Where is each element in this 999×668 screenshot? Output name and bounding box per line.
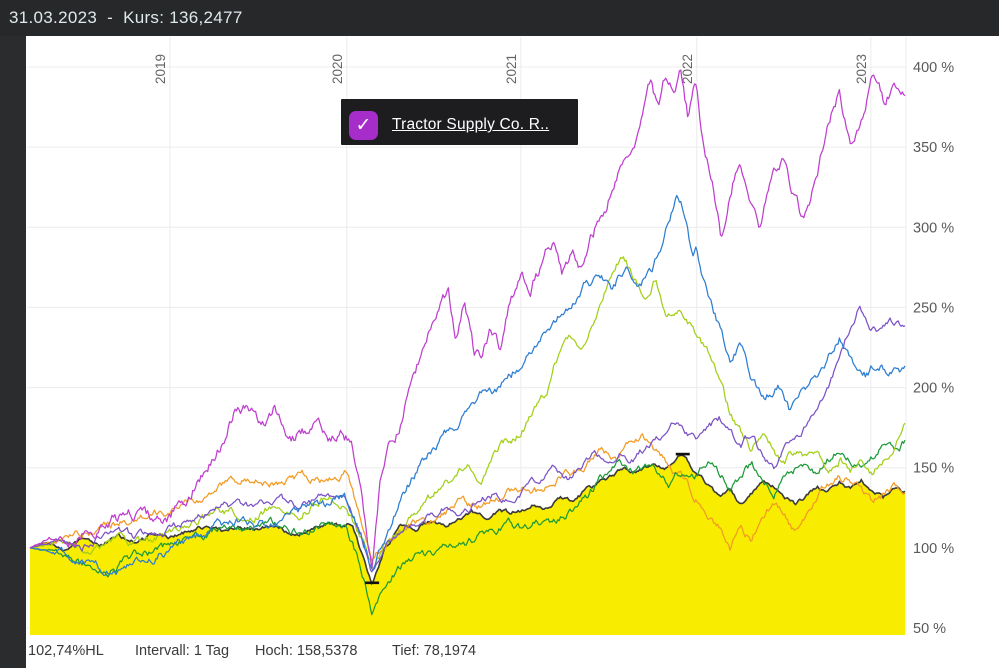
checkmark-icon: ✓ [355, 114, 372, 136]
instrument-checkbox[interactable]: ✓ [349, 110, 378, 140]
x-axis-year-label: 2023 [854, 54, 869, 84]
chart-tooltip: ✓ Tractor Supply Co. R.. [341, 99, 578, 145]
x-axis-year-label: 2020 [330, 54, 345, 84]
x-axis-year-label: 2021 [504, 54, 519, 84]
header-separator: - [107, 8, 114, 27]
left-sidebar-strip [0, 0, 26, 668]
y-axis-label: 350 % [913, 140, 954, 156]
y-axis-label: 400 % [913, 60, 954, 76]
series-orange [29, 433, 906, 562]
y-axis-label: 250 % [913, 300, 954, 316]
base-instrument-area-edge [29, 454, 906, 586]
y-axis-label: 100 % [913, 541, 954, 557]
header-bar: 31.03.2023 - Kurs: 136,2477 [0, 0, 999, 36]
header-date: 31.03.2023 [9, 8, 98, 27]
high-marker [675, 452, 690, 456]
series-lightgreen [29, 256, 906, 569]
x-axis-year-label: 2022 [680, 54, 695, 84]
status-high: Hoch: 158,5378 [255, 643, 358, 659]
series-blue [29, 194, 906, 577]
x-axis-year-label: 2019 [153, 54, 168, 84]
status-bar: 102,74%HL Intervall: 1 Tag Hoch: 158,537… [26, 636, 999, 668]
base-instrument-area-fill [30, 455, 905, 635]
instrument-link[interactable]: Tractor Supply Co. R.. [392, 116, 550, 133]
y-axis-label: 50 % [913, 621, 946, 637]
status-low: Tief: 78,1974 [392, 643, 477, 659]
series-violet [29, 305, 906, 573]
y-axis-label: 200 % [913, 381, 954, 397]
series-magenta [29, 69, 906, 570]
status-interval: Intervall: 1 Tag [135, 643, 230, 659]
y-axis-label: 150 % [913, 461, 954, 477]
y-axis-label: 300 % [913, 220, 954, 236]
status-change: 102,74%HL [28, 643, 104, 659]
header-kurs-value: Kurs: 136,2477 [123, 8, 243, 27]
series-darkgreen [29, 439, 906, 616]
low-marker [365, 581, 380, 585]
